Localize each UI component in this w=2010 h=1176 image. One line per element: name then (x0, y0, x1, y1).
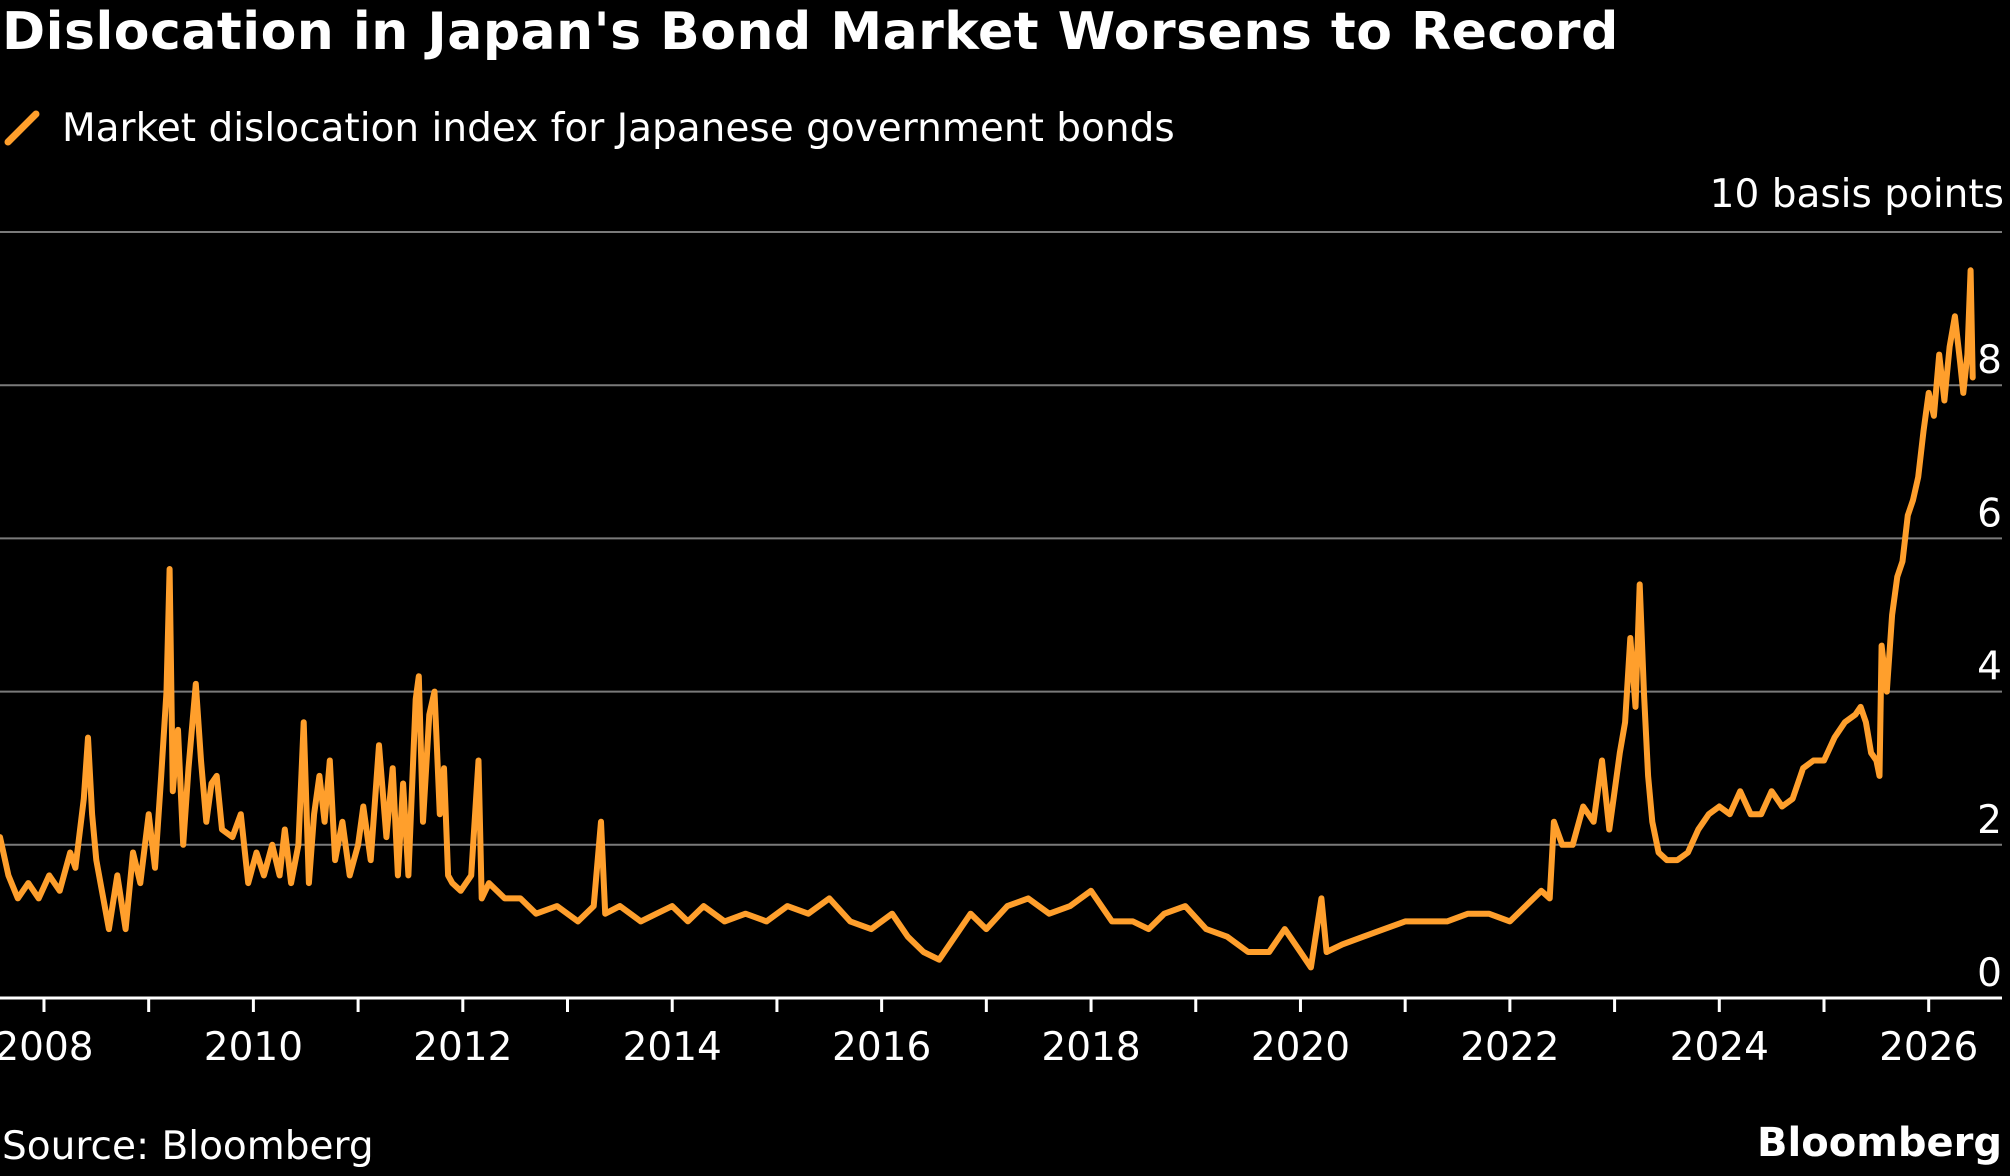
x-tick-label: 2012 (413, 1025, 512, 1070)
x-tick-label: 2008 (0, 1025, 94, 1070)
x-tick-label: 2014 (623, 1025, 722, 1070)
y-axis-unit-label: 10 basis points (1709, 172, 2004, 217)
y-tick-label: 0 (1977, 951, 2002, 996)
x-tick-label: 2018 (1041, 1025, 1140, 1070)
x-tick-label: 2020 (1251, 1025, 1350, 1070)
legend-label: Market dislocation index for Japanese go… (62, 105, 1175, 151)
x-tick-label: 2016 (832, 1025, 931, 1070)
x-tick-label: 2026 (1879, 1025, 1978, 1070)
y-tick-label: 6 (1977, 491, 2002, 536)
y-tick-label: 8 (1977, 338, 2002, 383)
chart-legend: Market dislocation index for Japanese go… (4, 100, 1175, 156)
x-tick-label: 2024 (1670, 1025, 1769, 1070)
bloomberg-logo: Bloomberg (1757, 1120, 2002, 1166)
legend-swatch-icon (4, 110, 40, 146)
y-tick-label: 2 (1977, 798, 2002, 843)
chart-title: Dislocation in Japan's Bond Market Worse… (2, 2, 1619, 62)
x-tick-label: 2022 (1460, 1025, 1559, 1070)
source-note: Source: Bloomberg (2, 1124, 374, 1169)
series-line-0 (0, 267, 1976, 971)
x-tick-label: 2010 (204, 1025, 303, 1070)
y-tick-label: 4 (1977, 645, 2002, 690)
